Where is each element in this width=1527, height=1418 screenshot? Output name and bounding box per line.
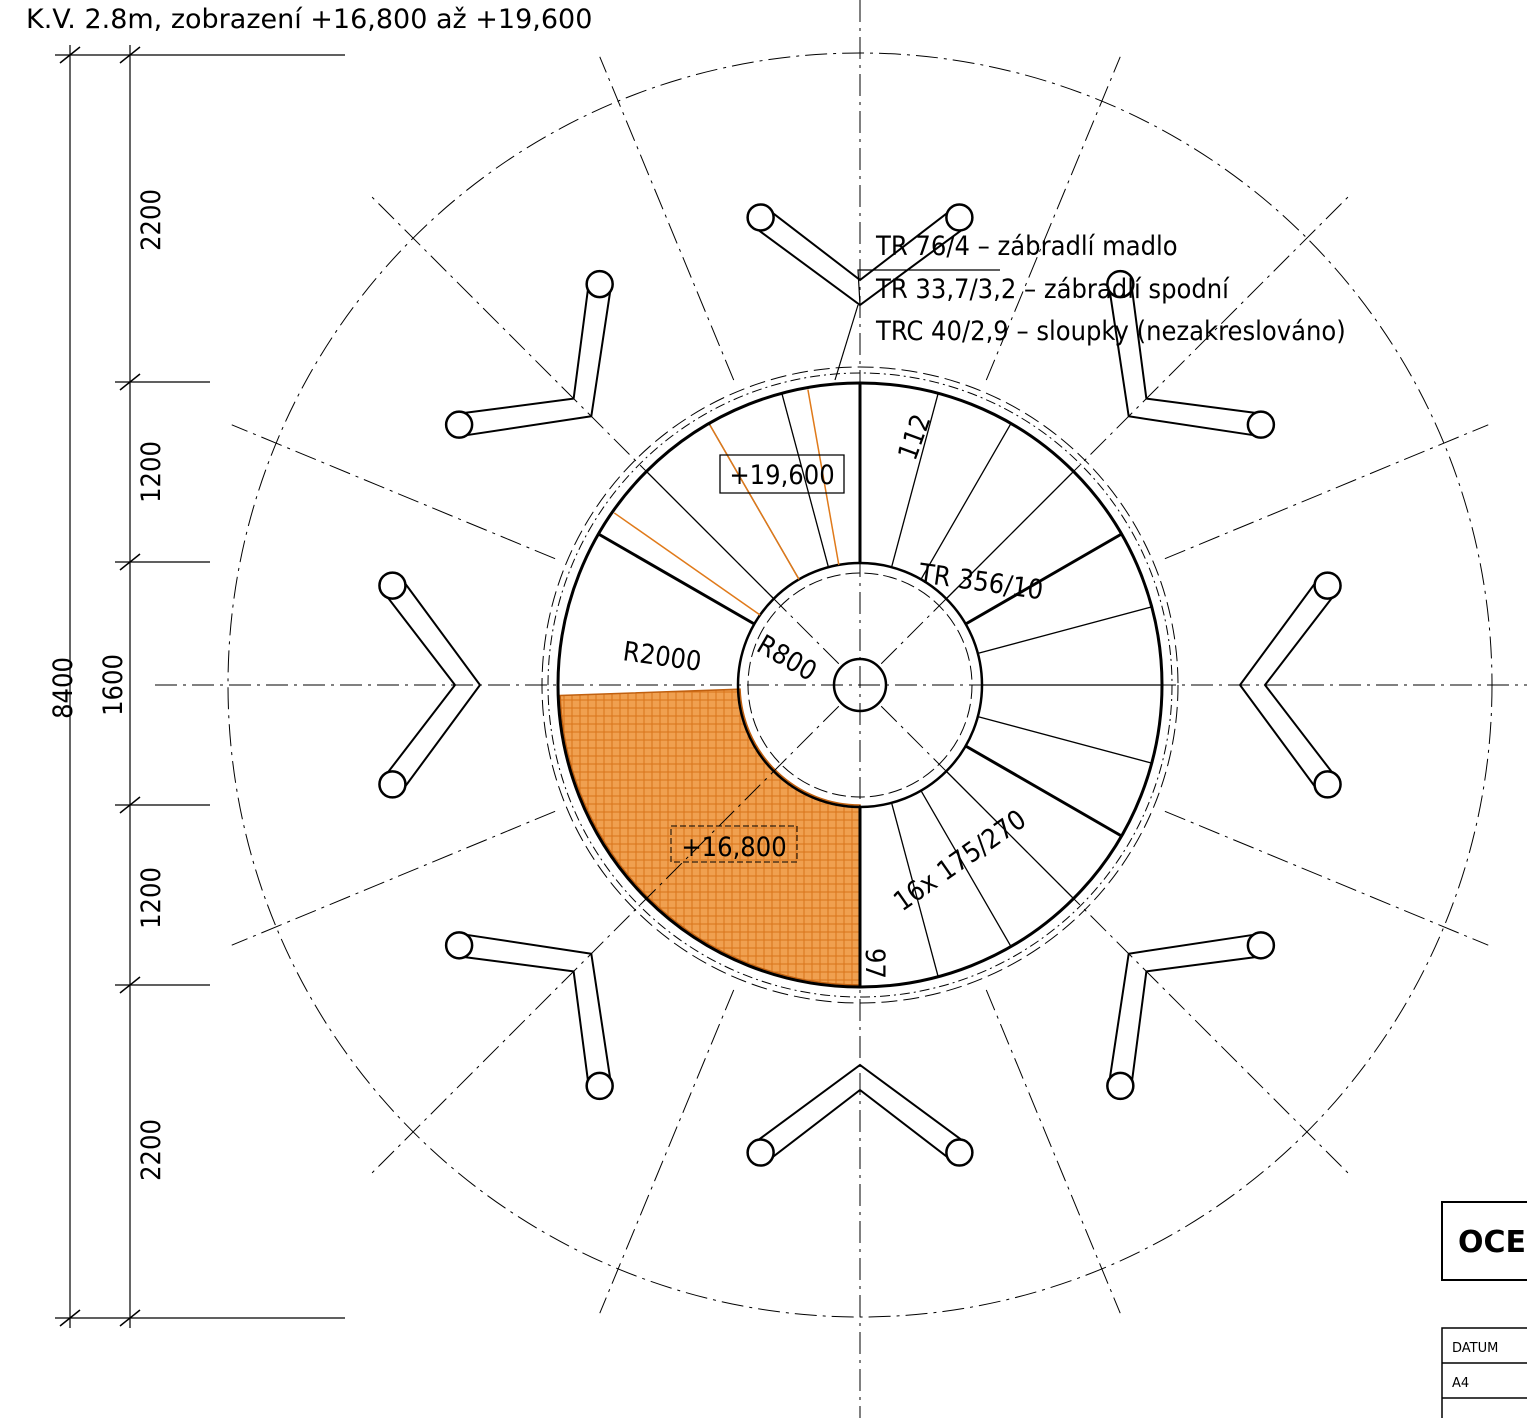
geometry: [55, 0, 1527, 1418]
angle-label: 97: [859, 948, 890, 979]
radial-axis: [1165, 811, 1488, 945]
radial-axis: [600, 57, 734, 380]
callout: TR 33,7/3,2 – zábradlí spodní: [875, 274, 1230, 305]
level-lower: +16,800: [681, 832, 786, 863]
steps-label: 16x 175/270: [888, 804, 1032, 918]
leader: [835, 305, 858, 380]
support-end: [748, 204, 774, 230]
info-row: A4: [1452, 1376, 1469, 1391]
support-end: [446, 932, 472, 958]
support-end: [1107, 1073, 1133, 1099]
drawing: K.V. 2.8m, zobrazení +16,800 až +19,600 …: [0, 0, 1527, 1418]
info-row: DATUM: [1452, 1341, 1498, 1356]
width-label: 112: [892, 410, 937, 464]
radial-axis: [232, 811, 555, 945]
radius-label: R800: [752, 629, 822, 687]
support-end: [446, 412, 472, 438]
support-end: [379, 771, 405, 797]
support-end: [587, 271, 613, 297]
dim-segment: 1200: [136, 441, 167, 503]
radial-axis: [600, 990, 734, 1313]
support-end: [1315, 573, 1341, 599]
drawing-title: K.V. 2.8m, zobrazení +16,800 až +19,600: [26, 4, 592, 35]
support-end: [946, 1140, 972, 1166]
tread: [921, 423, 1011, 579]
radial-axis: [1165, 425, 1488, 559]
support-end: [587, 1073, 613, 1099]
dim-total: 8400: [48, 657, 79, 719]
support-end: [748, 1140, 774, 1166]
support-end: [1248, 932, 1274, 958]
support-end: [1315, 771, 1341, 797]
support-end: [379, 573, 405, 599]
support-end: [1248, 412, 1274, 438]
tread: [598, 534, 754, 624]
dim-segment: 2200: [136, 189, 167, 251]
tread: [978, 717, 1152, 764]
level-upper: +19,600: [729, 460, 834, 491]
radial-axis: [986, 990, 1120, 1313]
callout: TR 76/4 – zábradlí madlo: [875, 231, 1178, 262]
tread: [978, 607, 1152, 654]
dim-segment: 1200: [136, 867, 167, 929]
dim-segment: 1600: [98, 654, 129, 716]
radius-label: R2000: [621, 636, 703, 678]
reference: [710, 425, 799, 579]
radial-axis: [232, 425, 555, 559]
callout: TRC 40/2,9 – sloupky (nezakreslováno): [875, 316, 1346, 347]
support-end: [946, 204, 972, 230]
dim-segment: 2200: [136, 1119, 167, 1181]
title-block-heading: OCE: [1458, 1225, 1526, 1260]
